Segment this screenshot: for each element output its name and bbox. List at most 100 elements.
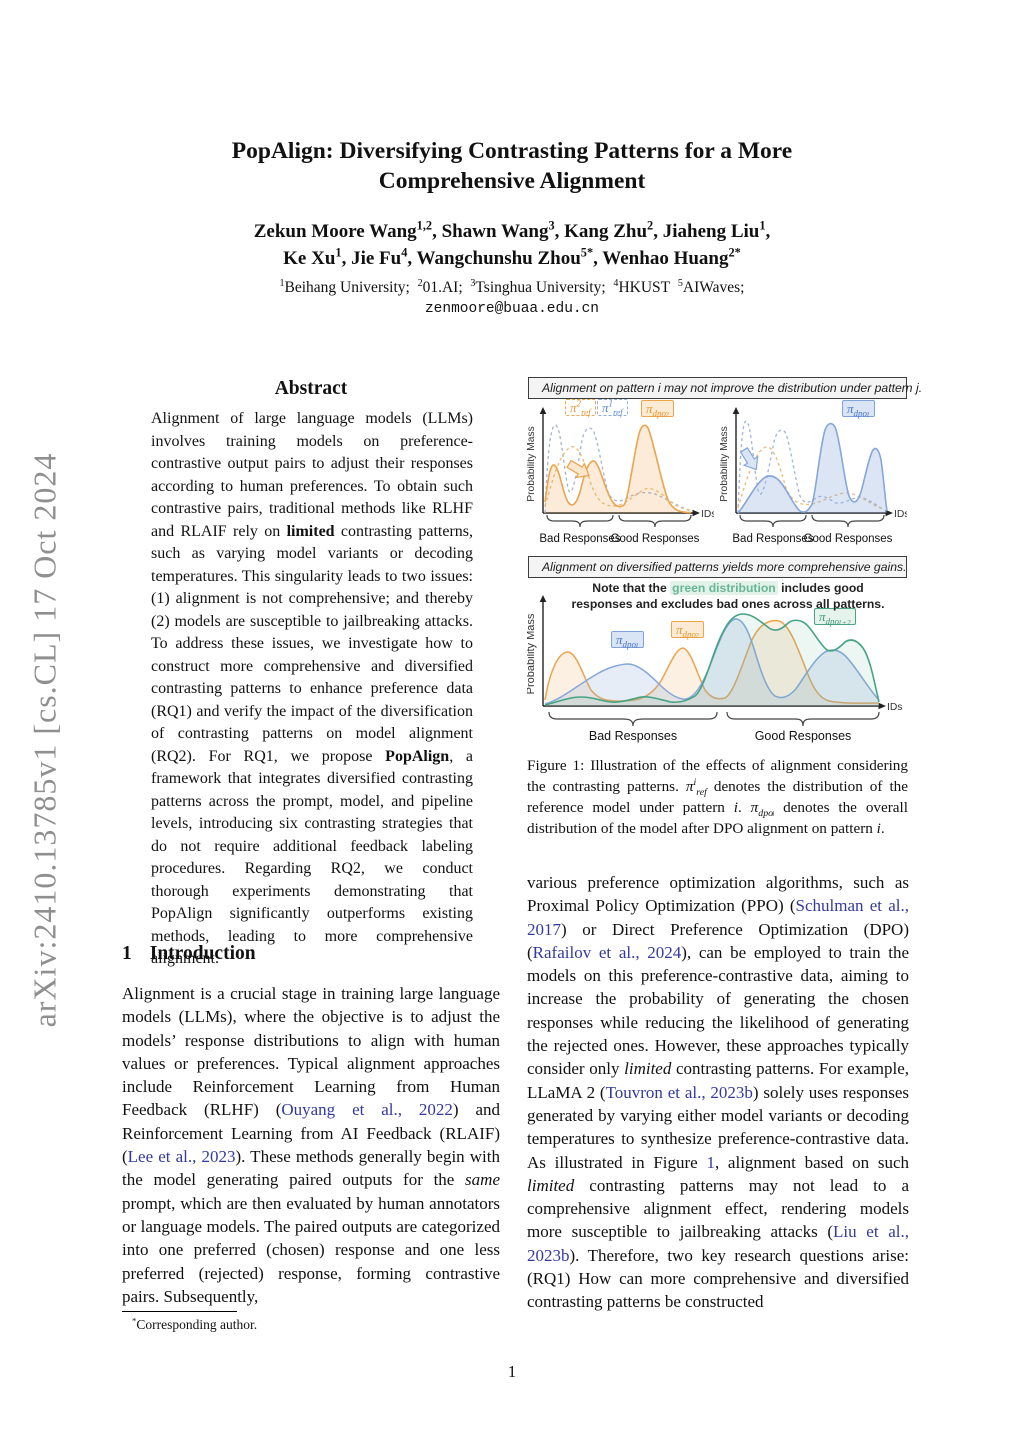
citation-link[interactable]: Rafailov et al., 2024: [532, 942, 682, 962]
text-segment: 1,2: [416, 218, 433, 233]
text-segment: 5: [677, 277, 683, 289]
curve-pi-dpo2: [544, 424, 692, 514]
text-segment: ). These methods generally begin with th…: [122, 1147, 501, 1190]
text-segment: limited: [624, 1059, 672, 1079]
text-segment: ) or Direct Preference Optimization (DPO…: [527, 919, 909, 962]
text-segment: i: [876, 820, 881, 837]
label-pi-dpo1: πdpo1: [842, 400, 875, 418]
label-pi-dpo2-bottom: πdpo2: [671, 621, 704, 639]
text-segment: 2*: [728, 245, 741, 260]
curve-c-pi-dpo12: [544, 613, 880, 706]
text-segment: contrasting patterns may not lead to a c…: [527, 1175, 909, 1242]
text-segment: denotes the overall distribution of the …: [527, 799, 908, 837]
label-pi-ref-1: π1ref: [597, 399, 628, 417]
plot-pattern1-alignment: IDs Probability Mass Bad Responses Good …: [719, 400, 909, 550]
arxiv-watermark: arXiv:2410.13785v1 [cs.CL] 17 Oct 2024: [26, 452, 63, 1028]
text-segment: ,: [765, 221, 771, 242]
text-segment: dpo: [758, 808, 774, 820]
text-segment: .: [880, 820, 885, 837]
label-pi-dpo1plus2: πdpo1+2: [814, 608, 856, 626]
curve-pi-dpo1-fill: [738, 423, 887, 513]
text-segment: 2: [417, 277, 423, 289]
text-segment: i: [657, 381, 661, 395]
text-segment: 3: [470, 277, 476, 289]
x-axis-label: IDs: [894, 509, 907, 520]
banner1-text: Alignment on pattern i may not improve t…: [542, 381, 922, 395]
shift-arrow-orange: [566, 459, 590, 479]
citation-link[interactable]: Ouyang et al., 2022: [281, 1100, 453, 1120]
footnote: *Corresponding author.: [122, 1311, 500, 1333]
citation-link[interactable]: Liu et al., 2023b: [527, 1222, 909, 1265]
paper-title-line2: Comprehensive Alignment: [378, 168, 646, 194]
text-segment: i: [772, 809, 775, 819]
plot-c-canvas: IDs Probability Mass Bad Responses Good …: [525, 595, 902, 743]
good-responses-label: Good Responses: [611, 533, 700, 545]
authors-line1: Zekun Moore Wang1,2, Shawn Wang3, Kang Z…: [0, 218, 1024, 243]
curve-ref-grey-dashed: [737, 420, 885, 514]
text-segment: , Jie Fu: [341, 248, 402, 269]
text-segment: Alignment on diversified patterns yields…: [542, 560, 907, 574]
text-segment: , Wenhao Huang: [593, 248, 729, 269]
text-segment: , a framework that integrates diversifie…: [151, 747, 473, 968]
text-segment: 4: [613, 277, 619, 289]
text-segment: may not improve the distribution under p…: [660, 381, 916, 395]
curve-ref-orange-dashed: [737, 446, 885, 510]
figure-banner-diversified-pattern: Alignment on diversified patterns yields…: [528, 556, 907, 578]
email-link[interactable]: zenmoore@buaa.edu.cn: [424, 301, 600, 317]
brace-bad: [739, 514, 807, 528]
curve-c-pi-dpo2-fill: [545, 620, 879, 706]
plot-a-canvas: IDs Probability Mass Bad Responses Good …: [526, 407, 716, 545]
text-segment: i: [693, 776, 697, 788]
figure-banner-limited-pattern: Alignment on pattern i may not improve t…: [528, 377, 922, 399]
plot-pattern2-alignment: IDs Probability Mass Bad Responses Good …: [526, 399, 716, 550]
citation-link[interactable]: Lee et al., 2023: [127, 1147, 236, 1167]
text-segment: limited: [527, 1175, 575, 1195]
section-title: Introduction: [149, 943, 256, 964]
text-segment: 1: [279, 277, 285, 289]
text-segment: Figure 1: Illustration of the effects of…: [527, 757, 908, 795]
citation-link[interactable]: Schulman et al., 2017: [527, 896, 909, 939]
text-segment: Ke Xu: [283, 248, 336, 269]
text-segment: same: [465, 1170, 500, 1190]
abstract-heading: Abstract: [274, 378, 348, 399]
introduction-paragraph: Alignment is a crucial stage in training…: [122, 982, 500, 1308]
text-segment: Beihang University;: [284, 279, 418, 296]
text-segment: 2: [647, 218, 654, 233]
text-segment: various preference optimization algorith…: [527, 873, 909, 916]
plot-b-canvas: IDs Probability Mass Bad Responses Good …: [719, 407, 909, 545]
bad-responses-label: Bad Responses: [589, 729, 677, 743]
text-segment: ). Therefore, two key research questions…: [527, 1245, 909, 1312]
text-segment: 1: [759, 218, 766, 233]
text-segment: , Jiaheng Liu: [653, 221, 760, 242]
text-segment: Alignment is a crucial stage in training…: [122, 984, 500, 1120]
text-segment: , alignment based on such: [714, 1152, 909, 1172]
citation-link[interactable]: Touvron et al., 2023b: [605, 1082, 753, 1102]
text-segment: 01.AI;: [422, 279, 471, 296]
text-segment: AIWaves;: [682, 279, 745, 296]
text-segment: Zekun Moore Wang: [253, 221, 417, 242]
curve-pi-dpo1: [737, 422, 888, 514]
text-segment: j: [915, 381, 919, 395]
y-axis-label: Probability Mass: [527, 613, 537, 694]
figure-1-caption: Figure 1: Illustration of the effects of…: [527, 755, 908, 839]
label-pi-dpo2: πdpo2: [641, 400, 674, 418]
text-segment: 3: [548, 218, 555, 233]
curve-pi-ref2-orange-dashed: [544, 446, 692, 511]
curve-pi-ref1-blue-dashed: [544, 424, 692, 514]
curve-c-pi-dpo1: [544, 618, 880, 705]
curve-pi-dpo2-fill: [545, 425, 691, 513]
label-pi-dpo1-bottom: πdpo1: [611, 631, 644, 649]
text-segment: Corresponding author.: [136, 1317, 258, 1332]
page-number: 1: [507, 1362, 517, 1381]
paper-title: PopAlign: Diversifying Contrasting Patte…: [0, 136, 1024, 196]
citation-link[interactable]: 1: [706, 1152, 715, 1172]
text-segment: , Shawn Wang: [432, 221, 549, 242]
text-segment: includes good responses and excludes bad…: [571, 581, 885, 611]
x-axis-label: IDs: [701, 509, 714, 520]
footnote-text: *Corresponding author.: [122, 1316, 500, 1333]
brace-good: [811, 514, 885, 528]
section-number: 1: [122, 943, 132, 964]
figure-note: Note that the green distribution include…: [563, 580, 893, 612]
text-segment: ref: [696, 787, 707, 799]
